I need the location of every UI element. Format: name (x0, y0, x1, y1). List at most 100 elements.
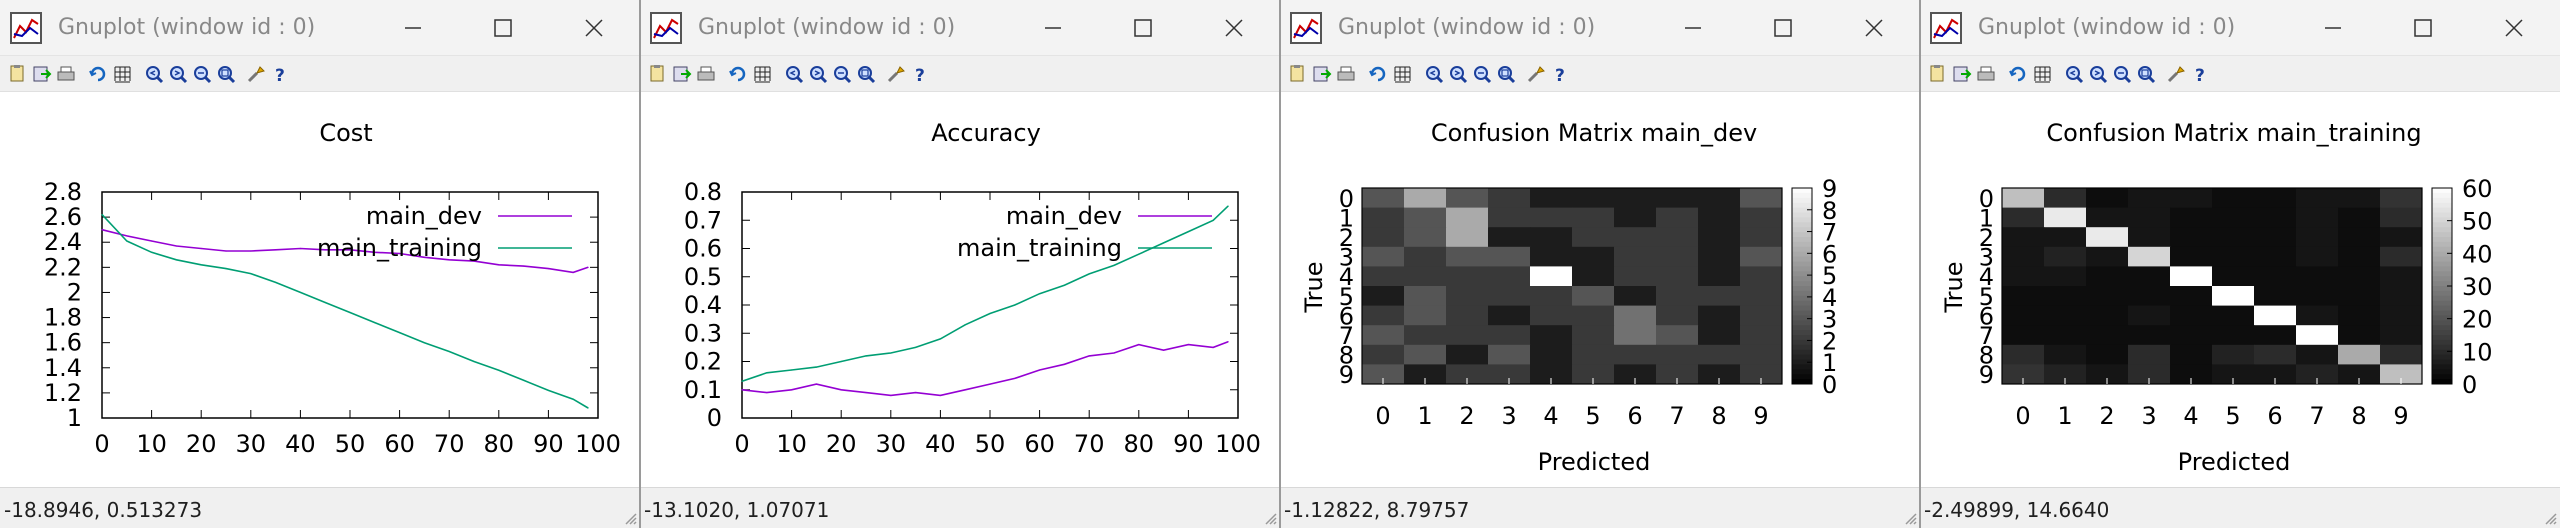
minimize-button[interactable] (2305, 10, 2359, 46)
title-bar[interactable]: Gnuplot (window id : 0) (0, 0, 640, 56)
maximize-button[interactable] (2395, 10, 2449, 46)
colorbar-segment (2432, 354, 2452, 360)
config-icon[interactable] (246, 64, 266, 84)
x-tick-label: 6 (2267, 402, 2282, 430)
data-point (1227, 341, 1229, 343)
zoom-next-icon[interactable] (168, 64, 188, 84)
heatmap-cell (2338, 227, 2381, 248)
zoom-prev-icon[interactable] (2064, 64, 2084, 84)
heatmap-cell (1614, 266, 1657, 287)
resize-grip-icon[interactable] (622, 510, 638, 526)
grid-icon[interactable] (112, 64, 132, 84)
close-button[interactable] (1847, 10, 1901, 46)
export-icon[interactable] (672, 64, 692, 84)
heatmap-cell (2086, 325, 2129, 346)
unzoom-icon[interactable] (832, 64, 852, 84)
colorbar-segment (2432, 300, 2452, 307)
print-icon[interactable] (696, 64, 716, 84)
y-tick-label: 1.4 (44, 354, 82, 382)
export-icon[interactable] (1312, 64, 1332, 84)
close-button[interactable] (2487, 10, 2541, 46)
grid-icon[interactable] (752, 64, 772, 84)
grid-icon[interactable] (1392, 64, 1412, 84)
plot-area[interactable]: Accuracy 0 10 20 30 40 50 60 70 80 90 100 0 0.1 0.2 0.… (640, 92, 1280, 487)
heatmap-cell (1614, 325, 1657, 346)
copy-icon[interactable] (648, 64, 668, 84)
copy-icon[interactable] (1288, 64, 1308, 84)
heatmap-chart: Confusion Matrix main_training Predicted… (1940, 119, 2493, 476)
resize-grip-icon[interactable] (2542, 510, 2558, 526)
export-icon[interactable] (1952, 64, 1972, 84)
maximize-button[interactable] (1755, 10, 1809, 46)
y-tick-label: 6 (1979, 302, 1994, 330)
plot-area[interactable]: Confusion Matrix main_dev Predicted True… (1280, 92, 1920, 487)
replot-icon[interactable] (2008, 64, 2028, 84)
resize-grip-icon[interactable] (1902, 510, 1918, 526)
colorbar-segment (2432, 364, 2452, 370)
replot-icon[interactable] (88, 64, 108, 84)
title-bar[interactable]: Gnuplot (window id : 0) (1280, 0, 1920, 56)
plot-area[interactable]: Confusion Matrix main_training Predicted… (1920, 92, 2560, 487)
print-icon[interactable] (1336, 64, 1356, 84)
zoom-all-icon[interactable] (1496, 64, 1516, 84)
minimize-button[interactable] (385, 10, 439, 46)
y-axis-label: True (1300, 262, 1328, 314)
zoom-all-icon[interactable] (856, 64, 876, 84)
print-icon[interactable] (1976, 64, 1996, 84)
zoom-all-icon[interactable] (2136, 64, 2156, 84)
minimize-button[interactable] (1025, 10, 1079, 46)
replot-icon[interactable] (728, 64, 748, 84)
print-icon[interactable] (56, 64, 76, 84)
unzoom-icon[interactable] (192, 64, 212, 84)
resize-grip-icon[interactable] (1262, 510, 1278, 526)
unzoom-icon[interactable] (1472, 64, 1492, 84)
data-point (1227, 205, 1229, 207)
zoom-all-icon[interactable] (216, 64, 236, 84)
grid-icon[interactable] (2032, 64, 2052, 84)
zoom-prev-icon[interactable] (784, 64, 804, 84)
title-bar[interactable]: Gnuplot (window id : 0) (1920, 0, 2560, 56)
title-bar[interactable]: Gnuplot (window id : 0) (640, 0, 1280, 56)
replot-icon[interactable] (1368, 64, 1388, 84)
heatmap-cell (2044, 188, 2087, 209)
zoom-prev-icon[interactable] (144, 64, 164, 84)
minimize-button[interactable] (1665, 10, 1719, 46)
plot-border (101, 191, 599, 419)
heatmap-cell (1404, 325, 1447, 346)
x-tick-label: 7 (1669, 402, 1684, 430)
copy-icon[interactable] (8, 64, 28, 84)
zoom-next-icon[interactable] (1448, 64, 1468, 84)
colorbar-segment (1792, 202, 1812, 209)
heatmap-cell (2254, 207, 2297, 228)
config-icon[interactable] (886, 64, 906, 84)
colorbar-segment (1792, 339, 1812, 346)
heatmap-cell (2128, 344, 2171, 365)
zoom-next-icon[interactable] (808, 64, 828, 84)
colorbar-segment (1792, 237, 1812, 243)
maximize-button[interactable] (1115, 10, 1169, 46)
plot-area[interactable]: Cost 0 10 20 30 40 50 60 70 80 90 100 1 1.2 1.4 1.6 1.8… (0, 92, 640, 487)
help-icon[interactable]: ? (2190, 64, 2210, 84)
colorbar-tick-label: 4 (1822, 284, 1837, 312)
colorbar-segment (1792, 217, 1812, 223)
help-icon[interactable]: ? (1550, 64, 1570, 84)
heatmap-cell (1572, 286, 1615, 307)
help-icon[interactable]: ? (270, 64, 290, 84)
data-point (126, 235, 128, 237)
copy-icon[interactable] (1928, 64, 1948, 84)
zoom-prev-icon[interactable] (1424, 64, 1444, 84)
data-point (741, 389, 743, 391)
close-button[interactable] (567, 10, 621, 46)
zoom-next-icon[interactable] (2088, 64, 2108, 84)
config-icon[interactable] (2166, 64, 2186, 84)
help-icon[interactable]: ? (910, 64, 930, 84)
colorbar-segment (1792, 251, 1812, 258)
maximize-button[interactable] (475, 10, 529, 46)
heatmap-cell (2128, 246, 2171, 267)
close-button[interactable] (1207, 10, 1261, 46)
export-icon[interactable] (32, 64, 52, 84)
unzoom-icon[interactable] (2112, 64, 2132, 84)
colorbar-tick-label: 7 (1822, 219, 1837, 247)
config-icon[interactable] (1526, 64, 1546, 84)
data-point (324, 301, 326, 304)
